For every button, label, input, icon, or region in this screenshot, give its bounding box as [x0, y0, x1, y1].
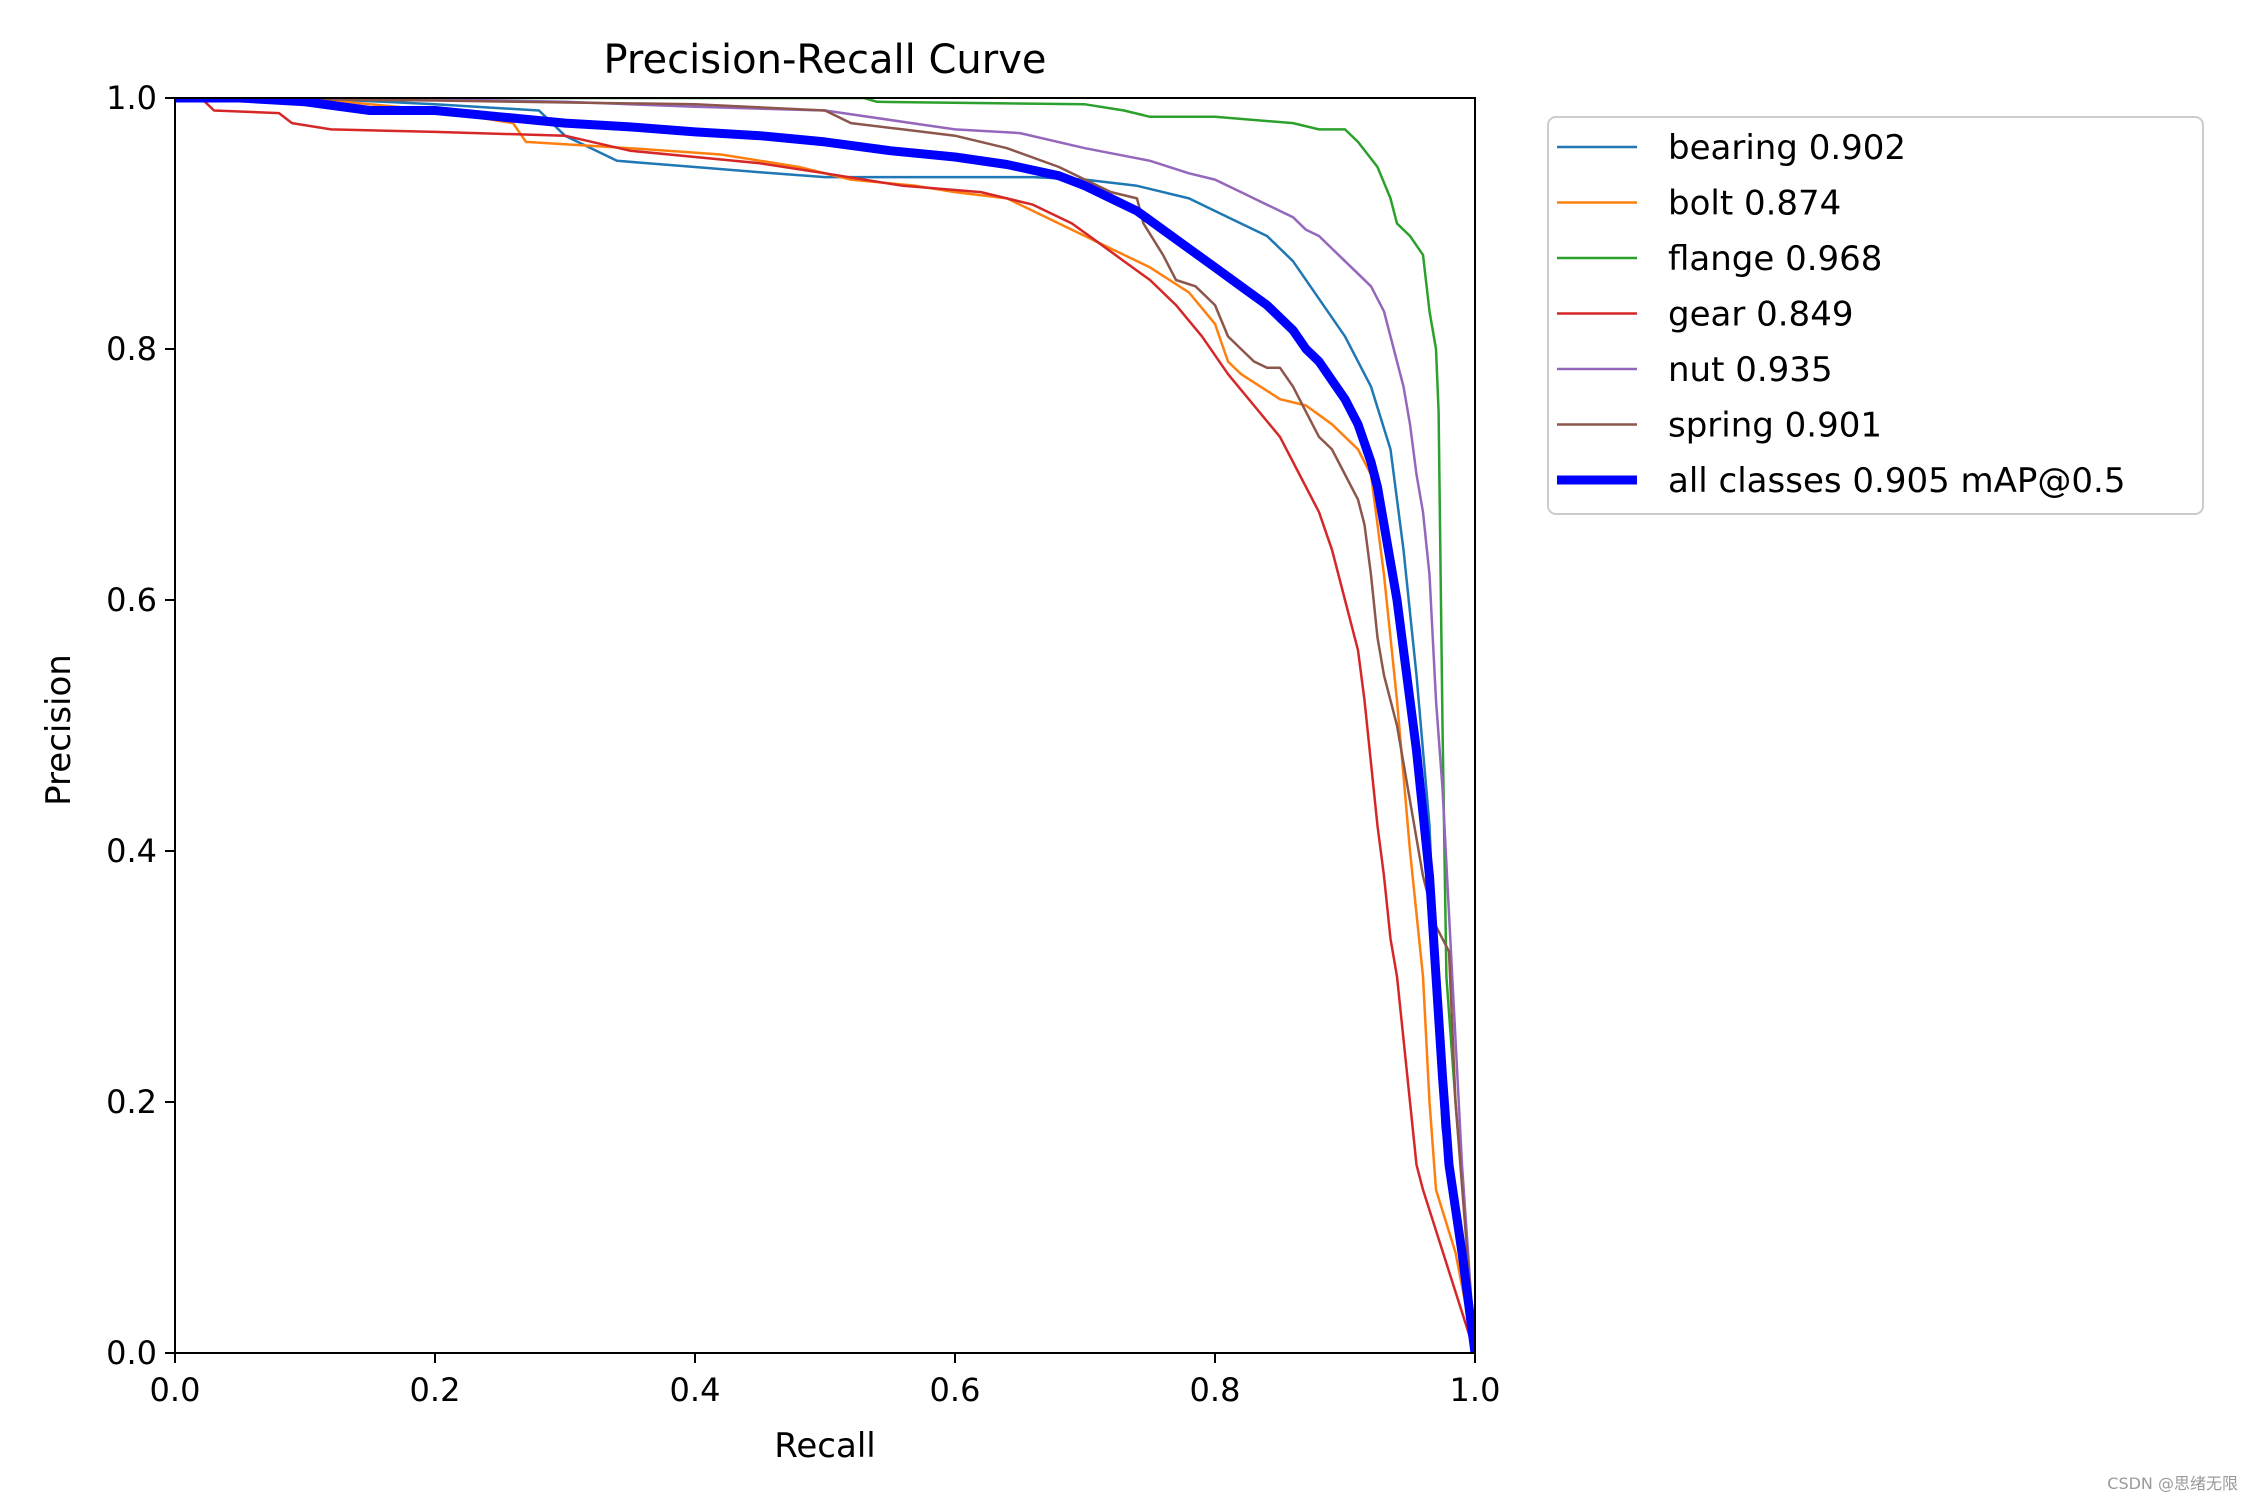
series-line-3 — [175, 98, 1475, 1353]
x-tick-label: 0.2 — [410, 1371, 461, 1409]
series-line-6 — [175, 98, 1475, 1353]
legend-label: bolt 0.874 — [1668, 184, 1841, 224]
x-tick-label: 0.0 — [150, 1371, 201, 1409]
series-line-1 — [175, 98, 1475, 1353]
x-tick-label: 1.0 — [1450, 1371, 1501, 1409]
series-line-2 — [175, 98, 1475, 1353]
legend-frame — [1547, 116, 2204, 515]
legend-label: gear 0.849 — [1668, 295, 1853, 335]
y-axis-label: Precision — [39, 654, 79, 806]
x-tick-label: 0.4 — [670, 1371, 721, 1409]
watermark: CSDN @思绪无限 — [2107, 1474, 2238, 1493]
legend-label: nut 0.935 — [1668, 350, 1833, 390]
legend-label: all classes 0.905 mAP@0.5 — [1668, 461, 2125, 501]
chart-title: Precision-Recall Curve — [604, 37, 1047, 83]
series-line-0 — [175, 98, 1475, 1353]
y-tick-label: 0.6 — [106, 581, 157, 619]
y-tick-label: 0.8 — [106, 330, 157, 368]
x-tick-label: 0.6 — [930, 1371, 981, 1409]
legend-label: bearing 0.902 — [1668, 128, 1906, 168]
series-line-4 — [175, 98, 1475, 1353]
legend-label: spring 0.901 — [1668, 406, 1882, 446]
y-tick-label: 0.2 — [106, 1083, 157, 1121]
x-tick-label: 0.8 — [1190, 1371, 1241, 1409]
y-tick-label: 0.0 — [106, 1334, 157, 1372]
y-tick-label: 0.4 — [106, 832, 157, 870]
y-tick-label: 1.0 — [106, 79, 157, 117]
legend-label: flange 0.968 — [1668, 239, 1882, 279]
series-line-5 — [175, 98, 1475, 1353]
x-axis-label: Recall — [774, 1426, 875, 1466]
plot-frame — [174, 97, 1476, 1354]
legend: bearing 0.902 bolt 0.874 flange 0.968 gear … — [1547, 116, 2204, 515]
